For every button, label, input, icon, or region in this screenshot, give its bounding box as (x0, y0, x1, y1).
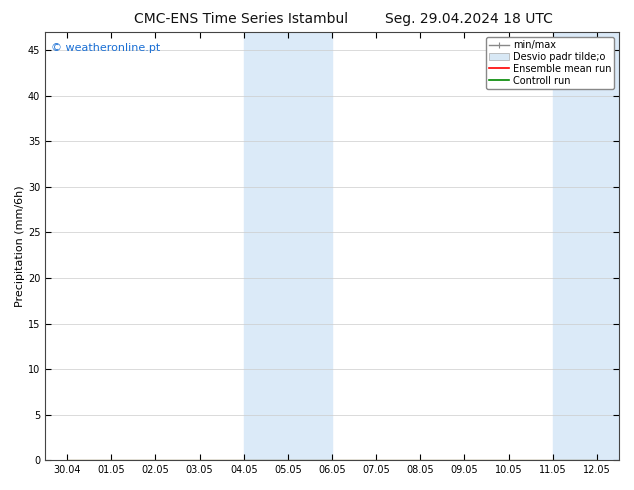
Y-axis label: Precipitation (mm/6h): Precipitation (mm/6h) (15, 185, 25, 307)
Text: CMC-ENS Time Series Istambul: CMC-ENS Time Series Istambul (134, 12, 348, 26)
Text: Seg. 29.04.2024 18 UTC: Seg. 29.04.2024 18 UTC (385, 12, 553, 26)
Bar (553, 32, 634, 460)
Legend: min/max, Desvio padr tilde;o, Ensemble mean run, Controll run: min/max, Desvio padr tilde;o, Ensemble m… (486, 37, 614, 89)
Bar (244, 32, 332, 460)
Text: © weatheronline.pt: © weatheronline.pt (51, 43, 160, 53)
